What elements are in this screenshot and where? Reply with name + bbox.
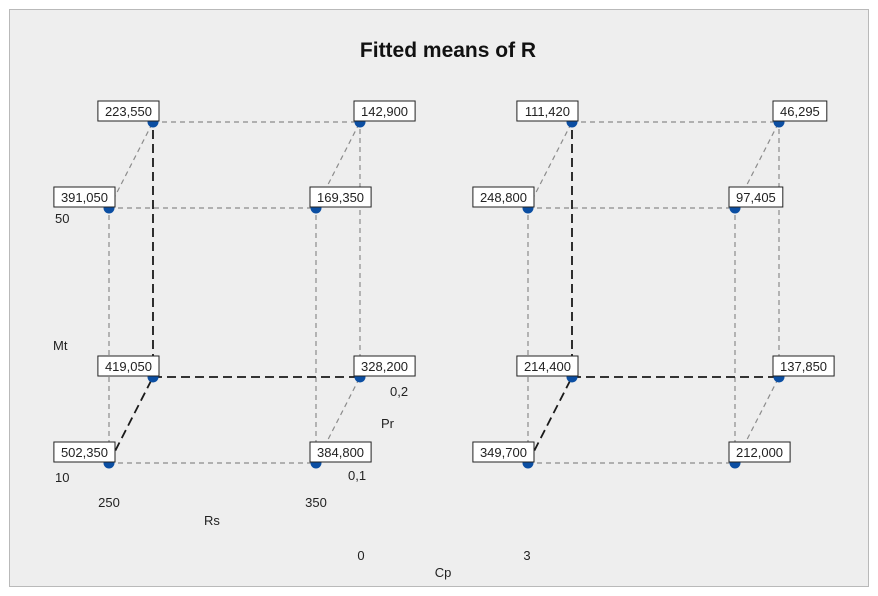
value-label-text: 111,420 (525, 104, 570, 119)
rs-axis-label: Rs (204, 513, 220, 528)
value-label: 391,050 (53, 186, 116, 208)
value-label-box (516, 100, 579, 122)
value-label-box (53, 186, 116, 208)
pr-level-low: 0,1 (348, 468, 366, 483)
value-label-box (353, 100, 416, 122)
value-label-box (472, 186, 535, 208)
value-label-text: 502,350 (61, 445, 108, 460)
value-label-text: 349,700 (480, 445, 527, 460)
value-label-box (728, 441, 791, 463)
value-label-box (516, 355, 579, 377)
pr-level-high: 0,2 (390, 384, 408, 399)
value-label-text: 248,800 (480, 190, 527, 205)
value-label-box (472, 441, 535, 463)
value-label-text: 142,900 (361, 104, 408, 119)
value-label: 111,420 (516, 100, 579, 122)
value-label-box (97, 100, 160, 122)
value-label: 214,400 (516, 355, 579, 377)
cube-edge (108, 121, 154, 209)
cp-level-0: 0 (357, 548, 364, 563)
value-label-text: 391,050 (61, 190, 108, 205)
value-label-text: 169,350 (317, 190, 364, 205)
rs-level-high: 350 (305, 495, 327, 510)
value-label-text: 384,800 (317, 445, 364, 460)
value-label-box (772, 100, 828, 122)
rs-level-low: 250 (98, 495, 120, 510)
value-label: 248,800 (472, 186, 535, 208)
value-label-text: 223,550 (105, 104, 152, 119)
cube-cp-3: 349,700 212,000 248,800 97,405 214,400 137,85… (472, 100, 835, 469)
value-label-box (309, 441, 372, 463)
mt-axis-label: Mt (53, 338, 68, 353)
value-label: 384,800 (309, 441, 372, 463)
value-label-text: 137,850 (780, 359, 827, 374)
value-label-text: 97,405 (736, 190, 776, 205)
value-label: 419,050 (97, 355, 160, 377)
value-label-box (728, 186, 784, 208)
value-label-box (772, 355, 835, 377)
value-label-text: 214,400 (524, 359, 571, 374)
value-label-box (309, 186, 372, 208)
value-label-box (353, 355, 416, 377)
value-label-box (53, 441, 116, 463)
cp-level-3: 3 (523, 548, 530, 563)
value-label-text: 419,050 (105, 359, 152, 374)
value-label: 502,350 (53, 441, 116, 463)
cubes-layer: 502,350 384,800 391,050 169,350 419,050 328,2… (53, 100, 835, 469)
value-label: 46,295 (772, 100, 828, 122)
cube-cp-0: 502,350 384,800 391,050 169,350 419,050 328,2… (53, 100, 416, 469)
cube-edge (527, 376, 573, 464)
mt-level-high: 50 (55, 211, 69, 226)
value-label-text: 46,295 (780, 104, 820, 119)
cube-edge (734, 376, 780, 464)
value-label: 349,700 (472, 441, 535, 463)
cube-edge (315, 376, 361, 464)
value-label: 212,000 (728, 441, 791, 463)
value-label-box (97, 355, 160, 377)
value-label: 142,900 (353, 100, 416, 122)
chart-title: Fitted means of R (360, 39, 536, 62)
pr-axis-label: Pr (381, 416, 395, 431)
value-label-text: 212,000 (736, 445, 783, 460)
cube-edge (315, 121, 361, 209)
cube-edge (527, 121, 573, 209)
value-label: 169,350 (309, 186, 372, 208)
cube-edge (108, 376, 154, 464)
value-label: 328,200 (353, 355, 416, 377)
value-label: 137,850 (772, 355, 835, 377)
value-label: 97,405 (728, 186, 784, 208)
value-label: 223,550 (97, 100, 160, 122)
cp-axis-label: Cp (435, 565, 452, 580)
cube-edge (734, 121, 780, 209)
value-label-text: 328,200 (361, 359, 408, 374)
mt-level-low: 10 (55, 470, 69, 485)
